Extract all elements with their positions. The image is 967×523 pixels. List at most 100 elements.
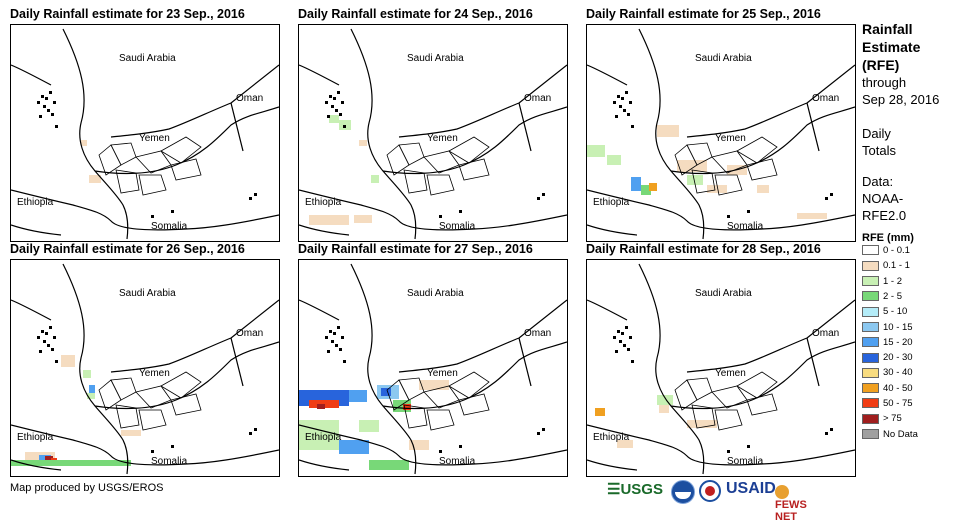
rainfall-area	[359, 140, 367, 146]
governorate-border	[458, 393, 490, 416]
rainfall-area	[607, 155, 621, 165]
rainfall-area	[657, 125, 679, 137]
island-mark	[151, 450, 154, 453]
island-mark	[542, 428, 545, 431]
legend-label: 50 - 75	[883, 398, 913, 409]
country-label-saudi: Saudi Arabia	[407, 288, 464, 299]
border-line	[518, 299, 567, 339]
rainfall-area	[89, 385, 95, 393]
border-line	[518, 64, 567, 104]
country-label-somalia: Somalia	[439, 221, 476, 232]
island-mark	[629, 336, 632, 339]
country-label-ethiopia: Ethiopia	[593, 432, 630, 443]
island-mark	[341, 336, 344, 339]
map-panel: Daily Rainfall estimate for 27 Sep., 201…	[298, 241, 568, 478]
country-label-saudi: Saudi Arabia	[695, 288, 752, 299]
border-line	[518, 337, 532, 387]
rainfall-area	[81, 140, 87, 146]
island-mark	[39, 115, 42, 118]
island-mark	[337, 91, 340, 94]
governorate-border	[714, 409, 743, 431]
island-mark	[55, 125, 58, 128]
rainfall-area	[83, 370, 91, 378]
island-mark	[727, 450, 730, 453]
governorate-border	[426, 174, 455, 196]
rainfall-area	[587, 145, 605, 157]
border-line	[398, 337, 520, 373]
island-mark	[343, 125, 346, 128]
legend-item: 50 - 75	[862, 397, 913, 410]
rainfall-area	[677, 160, 707, 172]
governorate-border	[98, 144, 122, 176]
island-mark	[439, 215, 442, 218]
map-panel: Daily Rainfall estimate for 24 Sep., 201…	[298, 6, 568, 243]
island-mark	[337, 326, 340, 329]
island-mark	[619, 340, 622, 343]
island-mark	[45, 332, 48, 335]
legend-rows: 0 - 0.1 0.1 - 1 1 - 2 2 - 5 5 - 10 10 - 15 15 …	[862, 244, 966, 444]
rainfall-area	[659, 405, 669, 413]
panel-title: Daily Rainfall estimate for 23 Sep., 201…	[10, 7, 245, 21]
legend-label: 0.1 - 1	[883, 260, 910, 272]
rainfall-area	[631, 177, 641, 191]
island-mark	[331, 105, 334, 108]
border-line	[518, 102, 532, 152]
panel-title: Daily Rainfall estimate for 24 Sep., 201…	[298, 7, 533, 21]
governorate-border	[448, 136, 490, 164]
island-mark	[53, 101, 56, 104]
island-mark	[327, 350, 330, 353]
rainfall-area	[641, 185, 651, 195]
legend-swatch	[862, 413, 879, 424]
panel-title: Daily Rainfall estimate for 28 Sep., 201…	[586, 242, 821, 256]
governorate-border	[674, 379, 698, 411]
legend-item: 0 - 0.1	[862, 244, 910, 257]
rainfall-area	[309, 215, 349, 225]
border-line	[299, 224, 350, 236]
country-label-ethiopia: Ethiopia	[17, 432, 54, 443]
governorate-border	[403, 169, 428, 194]
legend-label: 2 - 5	[883, 290, 903, 302]
island-mark	[325, 101, 328, 104]
legend-item: 2 - 5	[862, 290, 902, 303]
governorate-border	[160, 136, 202, 164]
rainfall-area	[339, 440, 369, 454]
legend-label: 15 - 20	[883, 336, 913, 348]
island-mark	[439, 450, 442, 453]
rainfall-area	[354, 215, 372, 223]
legend-item: 0.1 - 1	[862, 259, 910, 272]
legend-item: 15 - 20	[862, 336, 913, 349]
rainfall-area	[687, 175, 703, 185]
island-mark	[625, 91, 628, 94]
border-line	[587, 224, 638, 236]
legend-swatch	[862, 276, 879, 287]
governorate-border	[746, 393, 778, 416]
country-label-saudi: Saudi Arabia	[119, 288, 176, 299]
island-mark	[335, 109, 338, 112]
island-mark	[249, 432, 252, 435]
island-mark	[339, 113, 342, 116]
border-line	[670, 341, 855, 410]
border-line	[11, 224, 62, 236]
border-line	[587, 189, 855, 231]
island-mark	[542, 193, 545, 196]
island-mark	[613, 101, 616, 104]
noaa-logo	[671, 480, 695, 504]
border-line	[94, 106, 279, 175]
map-panel: Daily Rainfall estimate for 26 Sep., 201…	[10, 241, 280, 478]
country-label-yemen: Yemen	[427, 133, 458, 144]
island-mark	[254, 428, 257, 431]
rainfall-area	[687, 420, 717, 428]
map-panel: Daily Rainfall estimate for 23 Sep., 201…	[10, 6, 280, 243]
rainfall-area	[317, 404, 325, 409]
country-label-oman: Oman	[812, 328, 839, 339]
border-line	[350, 263, 417, 475]
border-line	[350, 28, 417, 240]
rainfall-area	[657, 395, 673, 405]
island-mark	[727, 215, 730, 218]
island-mark	[830, 193, 833, 196]
governorate-border	[736, 136, 778, 164]
border-line	[686, 337, 808, 373]
island-mark	[329, 330, 332, 333]
rainfall-area	[45, 456, 53, 461]
country-label-yemen: Yemen	[139, 368, 170, 379]
